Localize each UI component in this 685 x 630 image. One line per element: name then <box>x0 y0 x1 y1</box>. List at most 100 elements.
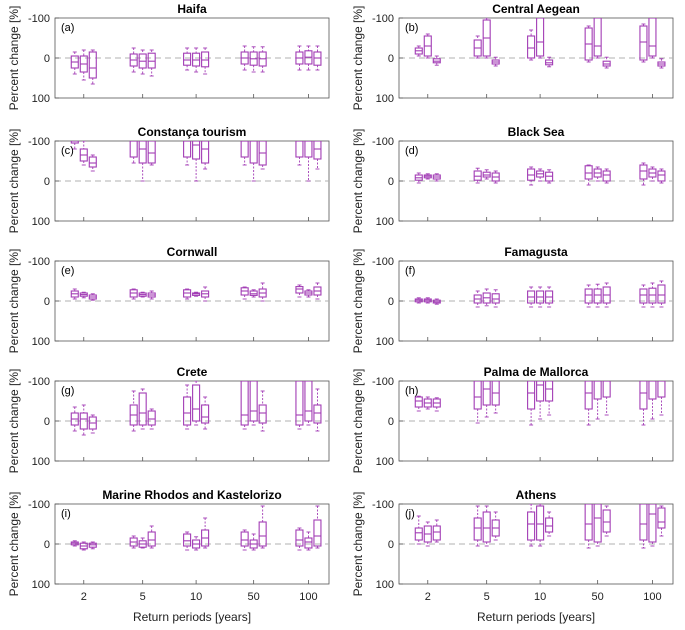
panel-j-box <box>423 521 432 547</box>
panel-j-box <box>414 515 423 545</box>
panel-i-title: Marine Rhodos and Kastelorizo <box>102 488 281 502</box>
box-iqr <box>593 381 602 400</box>
box-iqr <box>584 504 593 541</box>
box-iqr <box>473 170 482 181</box>
panel-a-box <box>129 47 138 73</box>
box-iqr <box>639 288 648 304</box>
box-iqr <box>304 381 313 422</box>
panel-b-box <box>602 56 611 69</box>
panel-h-box <box>473 381 482 424</box>
panel-j-xtick-label: 2 <box>425 591 431 603</box>
panel-h-box <box>491 381 500 414</box>
box-iqr <box>79 412 88 430</box>
panel-f-ytick-label: 0 <box>388 296 394 308</box>
panel-f-boxes <box>414 280 666 308</box>
panel-e-box <box>79 291 88 299</box>
panel-b-box <box>527 29 536 61</box>
panel-g-title: Crete <box>177 365 208 379</box>
panel-d-ytick-label: 0 <box>388 176 394 188</box>
panel-g-box <box>249 381 258 426</box>
panel-e-box <box>304 289 313 298</box>
panel-d: -100 0 100 (d) Black Sea Percent change [%] <box>351 125 674 233</box>
box-iqr <box>414 396 423 408</box>
panel-h-box <box>423 396 432 410</box>
panel-i-box <box>183 531 192 551</box>
panel-d-box <box>473 167 482 184</box>
panel-f: -100 0 100 (f) Famagusta Percent change [%] <box>351 245 674 353</box>
panel-g-box <box>192 381 201 426</box>
box-iqr <box>482 381 491 406</box>
panel-e-ytick-label: -100 <box>28 256 50 268</box>
panel-c-box <box>183 141 192 166</box>
panel-d-box <box>432 173 441 182</box>
panel-b-box <box>584 25 593 63</box>
panel-c-box <box>129 141 138 164</box>
panel-a-boxes <box>70 45 322 85</box>
panel-a-box <box>304 45 313 71</box>
panel-f-box <box>423 297 432 304</box>
panel-e-box <box>258 282 267 302</box>
panel-d-box <box>648 166 657 182</box>
box-iqr <box>648 504 657 543</box>
panel-c-box <box>79 141 88 166</box>
box-iqr <box>295 141 304 158</box>
box-iqr <box>648 381 657 400</box>
panel-h-box <box>536 381 545 420</box>
panel-b-box <box>648 18 657 59</box>
panel-b-box <box>473 35 482 59</box>
panel-i: -100 0 100 2 5 10 50 100 (i) Marine Rhodos and Ka… <box>7 488 330 624</box>
panel-b-title: Central Aegean <box>492 2 580 16</box>
panel-i-boxes <box>70 505 322 551</box>
panel-g-box <box>147 408 156 430</box>
panel-j-boxes <box>414 504 666 549</box>
panel-c-box <box>201 141 210 170</box>
panel-c-box <box>88 154 97 172</box>
box-iqr <box>545 517 554 533</box>
panel-b-ytick-label: 0 <box>388 53 394 65</box>
panel-b-box <box>414 45 423 57</box>
panel-i-box <box>192 536 201 551</box>
panel-j-box <box>639 504 648 549</box>
panel-i-xtick-label: 5 <box>140 591 146 603</box>
panel-i-xlabel: Return periods [years] <box>133 610 251 624</box>
panel-b-ytick-label: 100 <box>376 93 394 105</box>
panel-j-xtick-label: 100 <box>643 591 661 603</box>
box-iqr <box>295 381 304 426</box>
panel-c-box <box>249 141 258 182</box>
panel-e-box <box>147 290 156 300</box>
box-iqr <box>147 141 156 164</box>
panel-h-box <box>482 381 491 418</box>
panel-c-box <box>240 141 249 166</box>
panel-e-boxes <box>70 282 322 302</box>
box-iqr <box>545 381 554 402</box>
box-iqr <box>240 381 249 426</box>
panel-i-ylabel: Percent change [%] <box>7 492 21 597</box>
box-iqr <box>88 156 97 168</box>
box-iqr <box>648 287 657 304</box>
panel-c-box <box>313 141 322 170</box>
box-iqr <box>138 141 147 164</box>
panel-g-box <box>304 381 313 426</box>
panel-g-box <box>129 390 138 432</box>
panel-f-box <box>536 286 545 308</box>
panel-e-ylabel: Percent change [%] <box>7 249 21 354</box>
panel-e-ytick-label: 0 <box>44 296 50 308</box>
panel-j-box <box>593 504 602 547</box>
box-iqr <box>192 141 201 160</box>
panel-h-box <box>593 381 602 420</box>
panel-e-box <box>70 288 79 300</box>
panel-g-ytick-label: 0 <box>44 416 50 428</box>
panel-h-letter: (h) <box>405 385 418 397</box>
box-iqr <box>88 51 97 79</box>
box-iqr <box>183 52 192 66</box>
panel-g-boxes <box>70 381 322 436</box>
panel-a-ylabel: Percent change [%] <box>7 6 21 111</box>
panel-a-ytick-label: 0 <box>44 53 50 65</box>
box-iqr <box>147 52 156 69</box>
box-iqr <box>593 504 602 543</box>
panel-e-box <box>138 291 147 298</box>
panel-i-xtick-label: 100 <box>299 591 317 603</box>
panel-b-ytick-label: -100 <box>372 13 394 25</box>
panel-i-box <box>313 505 322 549</box>
panel-j-box <box>536 504 545 547</box>
